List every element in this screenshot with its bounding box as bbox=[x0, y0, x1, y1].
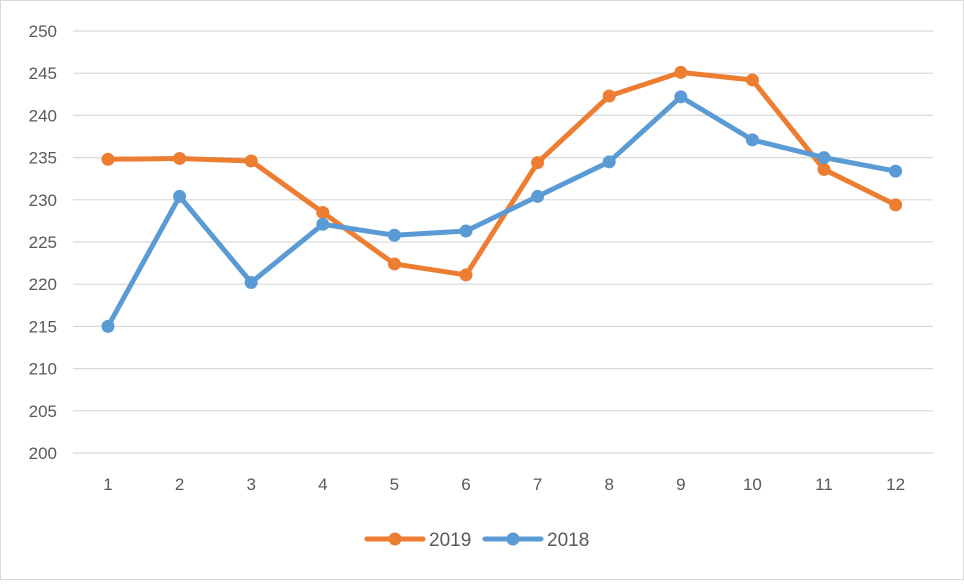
data-point bbox=[674, 90, 688, 104]
data-point bbox=[244, 154, 258, 168]
legend-item-2019: 2019 bbox=[364, 530, 471, 551]
data-point bbox=[316, 205, 330, 219]
x-tick-label: 5 bbox=[390, 475, 399, 494]
y-tick-label: 215 bbox=[29, 317, 57, 336]
y-tick-label: 250 bbox=[29, 22, 57, 41]
gridlines bbox=[73, 30, 933, 454]
y-tick-label: 210 bbox=[29, 360, 57, 379]
series-line-2019 bbox=[105, 69, 899, 278]
legend-item-2018: 2018 bbox=[482, 530, 589, 551]
data-point bbox=[531, 189, 545, 203]
data-point bbox=[817, 151, 831, 165]
x-tick-label: 7 bbox=[533, 475, 542, 494]
x-tick-label: 8 bbox=[604, 475, 613, 494]
data-point bbox=[101, 152, 115, 166]
legend: 2019 2018 bbox=[364, 530, 589, 551]
legend-label: 2019 bbox=[429, 530, 471, 551]
data-point bbox=[817, 162, 831, 176]
data-point bbox=[173, 189, 187, 203]
y-tick-label: 245 bbox=[29, 64, 57, 83]
legend-swatch-marker bbox=[388, 532, 402, 546]
x-tick-label: 9 bbox=[676, 475, 685, 494]
x-tick-label: 1 bbox=[103, 475, 112, 494]
data-point bbox=[745, 73, 759, 87]
data-point bbox=[745, 133, 759, 147]
data-point bbox=[531, 156, 545, 170]
y-axis-tick-labels: 200 205 210 215 220 225 230 235 240 245 250 bbox=[29, 22, 57, 463]
x-tick-label: 10 bbox=[743, 475, 762, 494]
series-line-2018 bbox=[105, 94, 899, 329]
y-tick-label: 205 bbox=[29, 402, 57, 421]
x-tick-label: 3 bbox=[246, 475, 255, 494]
data-point bbox=[602, 89, 616, 103]
x-axis-tick-labels: 1 2 3 4 5 6 7 8 9 10 11 12 bbox=[103, 475, 905, 494]
data-point bbox=[459, 268, 473, 282]
x-tick-label: 11 bbox=[815, 475, 833, 494]
x-tick-label: 12 bbox=[886, 475, 905, 494]
data-point bbox=[316, 217, 330, 231]
data-point bbox=[101, 319, 115, 333]
series-lines bbox=[101, 65, 903, 333]
x-tick-label: 2 bbox=[175, 475, 184, 494]
y-tick-label: 240 bbox=[29, 106, 57, 125]
x-tick-label: 4 bbox=[318, 475, 327, 494]
data-point bbox=[889, 198, 903, 212]
data-point bbox=[674, 65, 688, 79]
data-point bbox=[173, 151, 187, 165]
data-point bbox=[387, 228, 401, 242]
data-point bbox=[889, 164, 903, 178]
series-2018 bbox=[101, 90, 903, 333]
legend-swatch-marker bbox=[506, 532, 520, 546]
y-tick-label: 220 bbox=[29, 275, 57, 294]
data-point bbox=[602, 155, 616, 169]
data-point bbox=[244, 276, 258, 290]
y-tick-label: 235 bbox=[29, 149, 57, 168]
data-point bbox=[459, 224, 473, 238]
y-tick-label: 230 bbox=[29, 191, 57, 210]
x-tick-label: 6 bbox=[461, 475, 470, 494]
y-tick-label: 200 bbox=[29, 444, 57, 463]
series-2019 bbox=[101, 65, 903, 282]
data-point bbox=[387, 257, 401, 271]
legend-label: 2018 bbox=[547, 530, 589, 551]
y-tick-label: 225 bbox=[29, 233, 57, 252]
